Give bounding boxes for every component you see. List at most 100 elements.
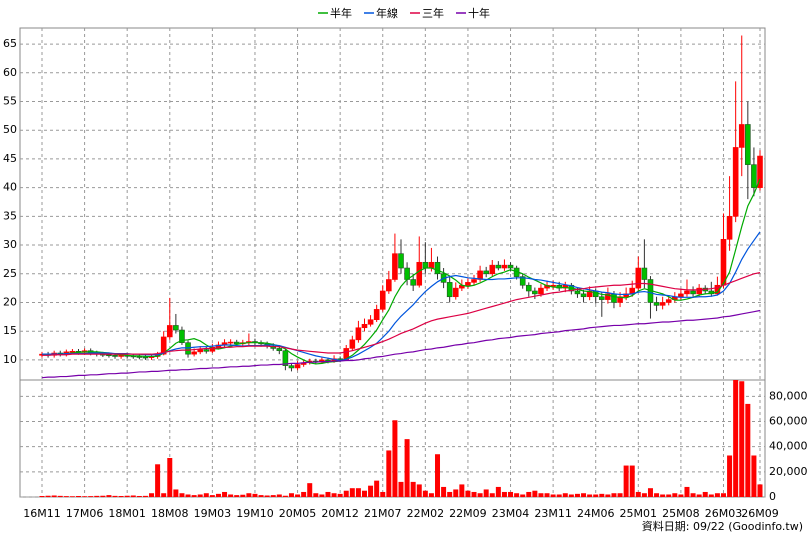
candle-body bbox=[203, 349, 210, 352]
volume-bar bbox=[386, 450, 392, 497]
volume-bar bbox=[252, 493, 258, 497]
candle-body bbox=[738, 124, 745, 148]
candle-body bbox=[373, 309, 380, 321]
volume-bar bbox=[690, 493, 696, 497]
volume-bar bbox=[313, 493, 319, 497]
x-tick-label: 20M05 bbox=[279, 507, 317, 520]
volume-bar bbox=[672, 493, 678, 497]
candle-body bbox=[611, 293, 617, 303]
volume-bar bbox=[416, 484, 422, 497]
candle-body bbox=[166, 325, 173, 338]
volume-bar bbox=[465, 490, 471, 497]
candle-body bbox=[696, 287, 702, 295]
volume-bar bbox=[228, 494, 234, 497]
x-tick-label: 20M12 bbox=[321, 507, 359, 520]
candle-body bbox=[678, 293, 684, 298]
volume-bar bbox=[568, 494, 574, 497]
volume-bar bbox=[398, 481, 404, 497]
legend-label: 三年 bbox=[422, 6, 444, 20]
volume-bar bbox=[483, 489, 489, 497]
candle-body bbox=[179, 329, 185, 343]
volume-bar bbox=[435, 454, 441, 497]
x-tick-label: 18M01 bbox=[108, 507, 146, 520]
volume-bar bbox=[392, 420, 398, 497]
candle-body bbox=[471, 279, 477, 283]
candle-body bbox=[538, 287, 544, 295]
volume-bar bbox=[88, 496, 94, 497]
x-tick-label: 23M11 bbox=[534, 507, 572, 520]
candle-body bbox=[732, 147, 739, 217]
y-tick-label: 25 bbox=[3, 267, 17, 280]
candle-body bbox=[507, 264, 514, 269]
y-tick-label: 30 bbox=[3, 238, 17, 251]
candle-body bbox=[386, 279, 392, 292]
y-tick-label: 15 bbox=[3, 324, 17, 337]
candle-body bbox=[173, 325, 179, 331]
volume-bar bbox=[538, 493, 544, 497]
volume-bar bbox=[720, 493, 726, 497]
y-tick-label: 60 bbox=[3, 66, 17, 79]
candle-body bbox=[446, 282, 453, 298]
volume-bar bbox=[167, 458, 173, 497]
volume-bar bbox=[617, 493, 623, 497]
volume-bar bbox=[295, 494, 301, 497]
y-tick-label: 55 bbox=[3, 95, 17, 108]
volume-bar bbox=[550, 494, 556, 497]
volume-bar bbox=[495, 486, 501, 497]
volume-bar bbox=[404, 439, 410, 497]
candle-body bbox=[361, 324, 368, 329]
volume-bar bbox=[757, 484, 763, 497]
volume-bar bbox=[173, 489, 179, 497]
volume-bar bbox=[654, 493, 660, 497]
candle-body bbox=[745, 124, 751, 165]
candle-body bbox=[757, 155, 763, 188]
volume-bar bbox=[581, 493, 587, 497]
volume-bar bbox=[45, 495, 51, 497]
volume-bar bbox=[155, 464, 161, 497]
ma-line bbox=[42, 231, 761, 362]
volume-bar bbox=[118, 495, 124, 497]
candle-body bbox=[665, 299, 672, 303]
y-tick-label: 40 bbox=[3, 181, 17, 194]
volume-bar bbox=[124, 495, 130, 497]
volume-bar bbox=[142, 495, 148, 497]
volume-bar bbox=[556, 494, 562, 497]
candle-body bbox=[288, 365, 295, 369]
volume-bar bbox=[447, 491, 453, 497]
volume-bar bbox=[489, 493, 495, 497]
volume-bar bbox=[337, 493, 343, 497]
candle-body bbox=[483, 270, 489, 275]
candle-body bbox=[112, 355, 118, 357]
candle-body bbox=[501, 264, 508, 269]
legend: 半年 年線 三年 十年 bbox=[318, 6, 490, 20]
candle-body bbox=[720, 239, 727, 286]
volume-bar bbox=[130, 495, 136, 497]
candle-body bbox=[294, 364, 301, 369]
candle-body bbox=[659, 302, 666, 306]
candle-body bbox=[392, 253, 398, 280]
volume-bar bbox=[374, 480, 380, 497]
x-tick-label: 25M01 bbox=[620, 507, 658, 520]
volume-bar bbox=[349, 488, 355, 497]
volume-bar bbox=[240, 494, 246, 497]
volume-bar bbox=[215, 493, 221, 497]
x-tick-label: 24M06 bbox=[577, 507, 615, 520]
volume-bar bbox=[727, 455, 733, 497]
candle-body bbox=[349, 339, 356, 349]
candle-body bbox=[452, 287, 459, 298]
volume-bar bbox=[258, 495, 264, 497]
volume-bar bbox=[100, 495, 106, 497]
volume-bar bbox=[191, 495, 197, 497]
volume-bar bbox=[678, 494, 684, 497]
x-tick-label: 22M02 bbox=[407, 507, 445, 520]
candle-body bbox=[191, 351, 197, 355]
x-tick-label: 17M06 bbox=[66, 507, 104, 520]
volume-bar bbox=[611, 493, 617, 497]
volume-bar bbox=[76, 495, 82, 497]
candle-body bbox=[532, 290, 538, 295]
candle-body bbox=[227, 341, 234, 344]
candle-body bbox=[197, 349, 204, 353]
volume-bar bbox=[368, 485, 374, 497]
volume-bar bbox=[441, 486, 447, 497]
